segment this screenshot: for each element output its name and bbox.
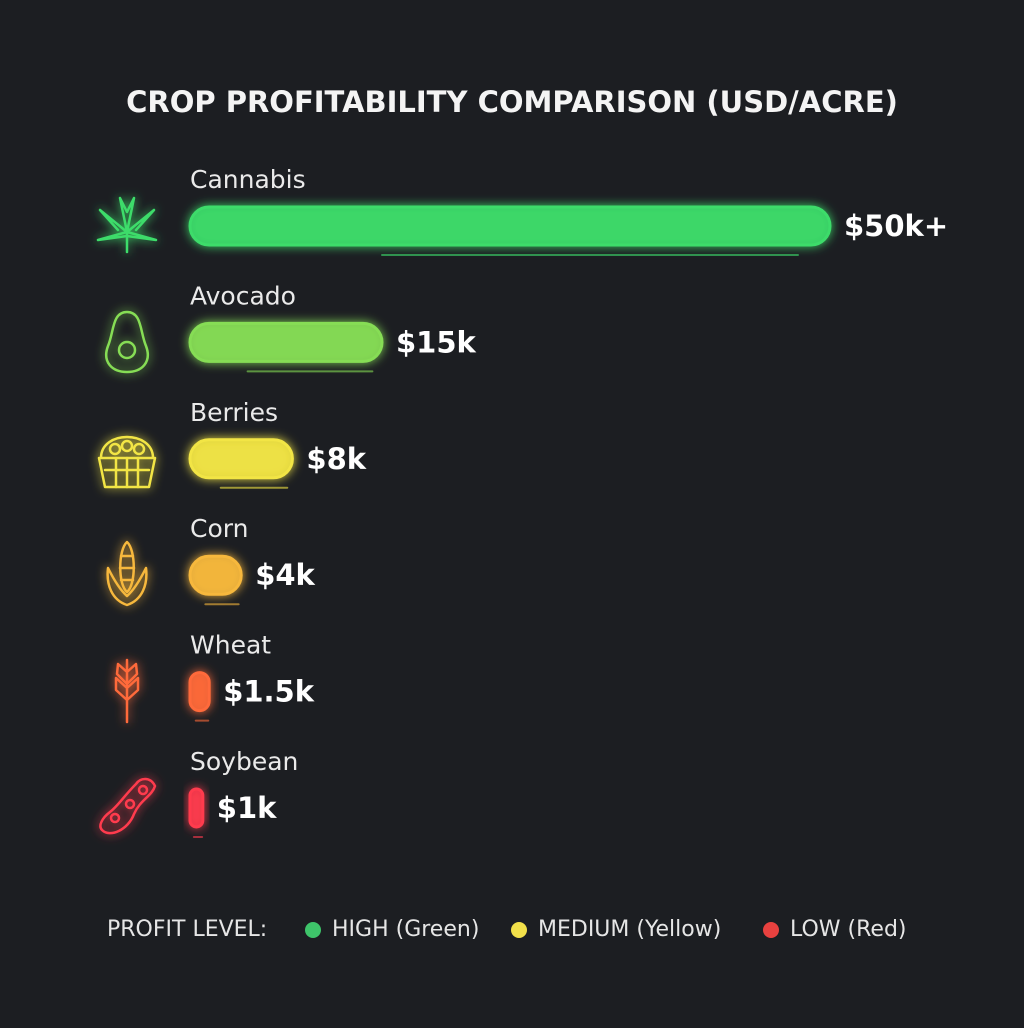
value-label: $50k+ — [844, 209, 948, 243]
bar — [188, 787, 205, 829]
bar — [188, 554, 243, 596]
category-label: Avocado — [190, 281, 296, 310]
legend-title: PROFIT LEVEL: — [107, 917, 267, 942]
category-label: Berries — [190, 398, 278, 427]
legend-label: LOW (Red) — [790, 917, 907, 942]
bar — [188, 205, 832, 247]
value-label: $8k — [306, 442, 366, 476]
legend-label: HIGH (Green) — [332, 917, 479, 942]
value-label: $1.5k — [223, 675, 315, 709]
legend-dot — [763, 922, 779, 938]
category-label: Cannabis — [190, 165, 306, 194]
legend-dot — [511, 922, 527, 938]
value-label: $4k — [255, 558, 315, 592]
chart-title: CROP PROFITABILITY COMPARISON (USD/ACRE) — [126, 85, 898, 119]
value-label: $15k — [396, 325, 477, 359]
soybean-icon — [99, 777, 157, 835]
category-label: Wheat — [190, 631, 271, 660]
legend-label: MEDIUM (Yellow) — [538, 917, 721, 942]
bar — [188, 671, 211, 713]
berries-icon — [97, 435, 157, 489]
icons — [96, 196, 158, 835]
bar — [188, 321, 384, 363]
legend-dot — [305, 922, 321, 938]
category-label: Soybean — [190, 747, 298, 776]
category-label: Corn — [190, 514, 248, 543]
corn-icon — [106, 540, 148, 607]
bar — [188, 438, 294, 480]
avocado-icon — [105, 310, 149, 374]
cannabis-icon — [96, 196, 158, 254]
value-label: $1k — [217, 791, 277, 825]
wheat-icon — [114, 658, 140, 724]
